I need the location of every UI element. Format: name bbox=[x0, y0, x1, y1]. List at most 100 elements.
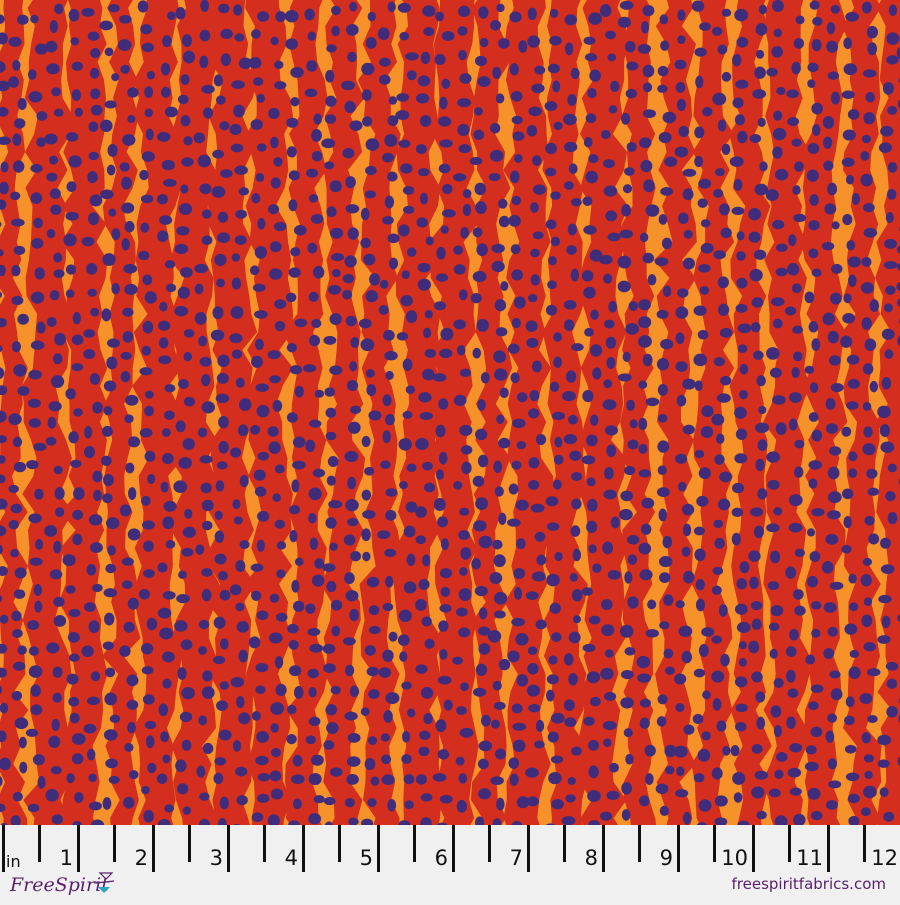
purple-dot bbox=[159, 703, 169, 716]
purple-dot bbox=[463, 204, 471, 216]
purple-dot bbox=[178, 457, 192, 469]
purple-dot bbox=[158, 321, 170, 331]
purple-dot bbox=[229, 333, 242, 343]
purple-dot bbox=[882, 377, 892, 390]
purple-dot bbox=[718, 276, 729, 288]
purple-dot bbox=[602, 541, 613, 554]
purple-dot bbox=[346, 204, 360, 213]
purple-dot bbox=[216, 700, 228, 711]
purple-dot bbox=[550, 382, 559, 392]
purple-dot bbox=[108, 209, 116, 217]
purple-dot bbox=[694, 527, 705, 536]
purple-dot bbox=[382, 153, 394, 163]
purple-dot bbox=[145, 451, 156, 462]
purple-dot bbox=[532, 571, 546, 581]
purple-dot bbox=[776, 752, 787, 762]
purple-dot bbox=[805, 655, 815, 665]
purple-dot bbox=[715, 168, 725, 176]
purple-dot bbox=[348, 733, 361, 743]
purple-dot bbox=[751, 786, 764, 798]
purple-dot bbox=[398, 634, 410, 646]
purple-dot bbox=[863, 558, 872, 566]
purple-dot bbox=[546, 219, 557, 229]
purple-dot bbox=[792, 283, 802, 293]
purple-dot bbox=[31, 340, 45, 349]
purple-dot bbox=[476, 664, 487, 676]
purple-dot bbox=[490, 123, 500, 134]
purple-dot bbox=[564, 434, 577, 444]
ruler-number: 12 bbox=[858, 846, 898, 870]
purple-dot bbox=[347, 518, 358, 526]
ruler-major-tick bbox=[452, 825, 455, 872]
purple-dot bbox=[45, 789, 58, 802]
purple-dot bbox=[718, 498, 730, 510]
purple-dot bbox=[129, 770, 139, 779]
purple-dot bbox=[140, 428, 153, 437]
purple-dot bbox=[203, 743, 214, 754]
purple-dot bbox=[477, 76, 490, 87]
purple-dot bbox=[864, 771, 873, 779]
purple-dot bbox=[807, 528, 815, 536]
purple-dot bbox=[159, 628, 173, 640]
purple-dot bbox=[274, 299, 286, 309]
purple-dot bbox=[678, 482, 687, 492]
purple-dot bbox=[138, 0, 149, 12]
purple-dot bbox=[878, 759, 890, 768]
purple-dot bbox=[490, 776, 504, 785]
purple-dot bbox=[343, 274, 354, 283]
purple-dot bbox=[754, 67, 766, 79]
purple-dot bbox=[683, 725, 694, 735]
purple-dot bbox=[551, 632, 562, 642]
purple-dot bbox=[479, 536, 493, 549]
purple-dot bbox=[527, 35, 540, 47]
purple-dot bbox=[159, 337, 169, 348]
purple-dot bbox=[545, 101, 558, 111]
purple-dot bbox=[120, 504, 131, 516]
purple-dot bbox=[807, 143, 819, 154]
purple-dot bbox=[643, 82, 652, 92]
purple-dot bbox=[600, 668, 614, 680]
purple-dot bbox=[748, 641, 759, 654]
purple-dot bbox=[87, 289, 96, 297]
purple-dot bbox=[493, 554, 505, 567]
purple-dot bbox=[146, 735, 155, 748]
purple-dot bbox=[361, 208, 370, 220]
purple-dot bbox=[527, 663, 538, 675]
ruler-major-tick bbox=[677, 825, 680, 872]
purple-dot bbox=[250, 265, 259, 275]
purple-dot bbox=[90, 542, 103, 553]
purple-dot bbox=[419, 746, 430, 756]
purple-dot bbox=[735, 80, 748, 89]
purple-dot bbox=[618, 17, 631, 28]
purple-dot bbox=[675, 361, 687, 372]
purple-dot bbox=[805, 366, 815, 374]
purple-dot bbox=[407, 554, 416, 566]
purple-dot bbox=[606, 791, 619, 800]
purple-dot bbox=[699, 799, 712, 811]
purple-dot bbox=[344, 712, 357, 721]
purple-dot bbox=[436, 469, 444, 480]
purple-dot bbox=[646, 397, 660, 406]
purple-dot bbox=[771, 46, 783, 57]
purple-dot bbox=[161, 87, 171, 98]
purple-dot bbox=[312, 575, 324, 587]
purple-dot bbox=[66, 289, 75, 297]
purple-dot bbox=[65, 388, 75, 399]
purple-dot bbox=[732, 772, 745, 785]
purple-dot bbox=[861, 257, 871, 267]
ruler-major-tick bbox=[2, 825, 5, 872]
purple-dot bbox=[626, 400, 635, 411]
purple-dot bbox=[563, 114, 577, 125]
purple-dot bbox=[176, 594, 190, 603]
purple-dot bbox=[822, 242, 835, 251]
purple-dot bbox=[514, 587, 522, 600]
purple-dot bbox=[330, 228, 343, 239]
purple-dot bbox=[384, 549, 396, 557]
purple-dot bbox=[610, 81, 619, 92]
purple-dot bbox=[507, 650, 519, 662]
purple-dot bbox=[842, 157, 855, 167]
purple-dot bbox=[844, 623, 857, 634]
purple-dot bbox=[824, 602, 837, 613]
purple-dot bbox=[599, 255, 613, 265]
purple-dot bbox=[877, 735, 891, 745]
